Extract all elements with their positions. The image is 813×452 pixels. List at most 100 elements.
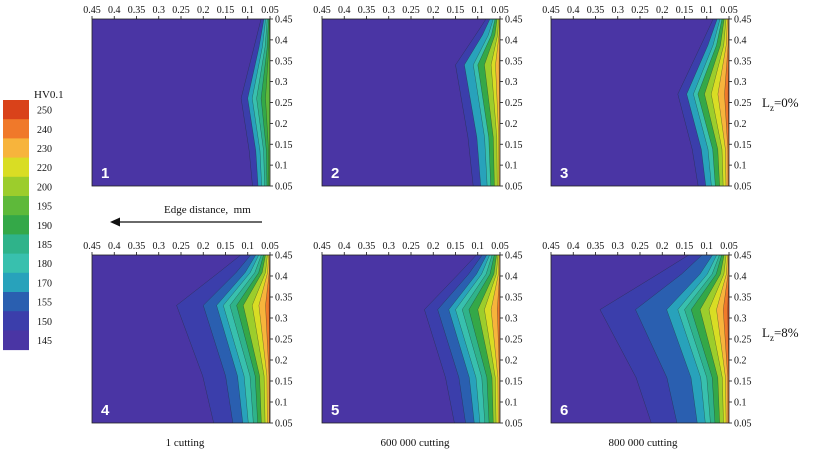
panel-5-x-tick-label-7: 0.1 xyxy=(472,241,485,252)
panel-5-contour-230 xyxy=(490,255,500,423)
panel-1-x-tick-label-3: 0.3 xyxy=(153,5,166,16)
panel-3-x-tick-label-1: 0.4 xyxy=(567,5,580,16)
panel-4-x-tick-label-8: 0.05 xyxy=(261,241,279,252)
panel-2-y-tick-label-2: 0.35 xyxy=(505,56,523,67)
panel-1-y-tick-label-2: 0.35 xyxy=(275,56,293,67)
panel-5-x-tick-label-0: 0.45 xyxy=(313,241,331,252)
panel-1-frame xyxy=(91,18,271,187)
legend-swatch-200 xyxy=(3,176,29,197)
panel-4-frame xyxy=(91,254,271,424)
panel-1-y-tick-label-8: 0.05 xyxy=(275,182,293,193)
panel-3-y-tick-label-8: 0.05 xyxy=(734,182,752,193)
panel-1-x-tick-label-6: 0.15 xyxy=(217,5,235,16)
panel-2-frame xyxy=(321,18,501,187)
panel-6-y-tick-label-4: 0.25 xyxy=(734,335,752,346)
row-label-lz0-sub: z xyxy=(770,103,774,113)
panel-2-y-tick-label-3: 0.3 xyxy=(505,77,518,88)
legend-label-170: 170 xyxy=(37,278,52,289)
panel-1-y-tick-label-5: 0.2 xyxy=(275,119,288,130)
panel-3-contour-230 xyxy=(717,19,729,186)
panel-2-x-tick-label-3: 0.3 xyxy=(383,5,396,16)
panel-4-y-tick-label-3: 0.3 xyxy=(275,314,288,325)
panel-5-y-tick-label-7: 0.1 xyxy=(505,398,518,409)
panel-4-y-tick-label-5: 0.2 xyxy=(275,356,288,367)
panel-6-y-tick-label-3: 0.3 xyxy=(734,314,747,325)
legend-swatch-170 xyxy=(3,272,29,293)
legend-label-185: 185 xyxy=(37,240,52,251)
panel-6-frame xyxy=(550,254,730,424)
panel-4-y-tick-label-6: 0.15 xyxy=(275,377,293,388)
legend-swatch-250 xyxy=(3,100,29,120)
panel-3-number: 3 xyxy=(560,165,568,182)
panel-6-contour-240 xyxy=(722,255,729,423)
legend-swatch-180 xyxy=(3,253,29,274)
panel-6-y-tick-label-2: 0.35 xyxy=(734,293,752,304)
panel-6-x-tick-label-7: 0.1 xyxy=(701,241,714,252)
panel-3: 0.45 0.4 0.35 0.3 0.25 0.2 0.15 0.1 0.050.450.40… xyxy=(542,5,751,193)
panel-5-y-tick-label-8: 0.05 xyxy=(505,419,523,430)
panel-1-y-tick-label-1: 0.4 xyxy=(275,35,288,46)
panel-1-x-tick-label-8: 0.05 xyxy=(261,5,279,16)
legend-swatch-185 xyxy=(3,234,29,255)
panel-2-y-tick-label-1: 0.4 xyxy=(505,35,518,46)
legend-label-155: 155 xyxy=(37,298,52,309)
column-label-2: 600 000 cutting xyxy=(380,437,450,449)
panel-2-y-tick-label-8: 0.05 xyxy=(505,182,523,193)
panel-4-x-tick-label-1: 0.4 xyxy=(108,241,121,252)
panel-2-x-tick-label-0: 0.45 xyxy=(313,5,331,16)
panel-6-number: 6 xyxy=(560,402,568,419)
panel-5: 0.45 0.4 0.35 0.3 0.25 0.2 0.15 0.1 0.050.450.40… xyxy=(313,241,522,430)
panel-2-x-tick-label-2: 0.35 xyxy=(358,5,376,16)
panel-2-x-tick-label-8: 0.05 xyxy=(491,5,509,16)
column-labels: 1 cutting 600 000 cutting 800 000 cuttin… xyxy=(166,437,678,449)
panel-3-contour-240 xyxy=(724,19,729,186)
panel-5-x-tick-label-2: 0.35 xyxy=(358,241,376,252)
panel-1-y-tick-label-3: 0.3 xyxy=(275,77,288,88)
panel-6-x-tick-label-0: 0.45 xyxy=(542,241,560,252)
panel-6-x-tick-label-6: 0.15 xyxy=(676,241,694,252)
panel-6-y-tick-label-5: 0.2 xyxy=(734,356,747,367)
legend-label-145: 145 xyxy=(37,336,52,347)
legend-swatch-145 xyxy=(3,330,29,351)
panel-5-y-tick-label-2: 0.35 xyxy=(505,293,523,304)
panel-3-y-tick-label-3: 0.3 xyxy=(734,77,747,88)
legend-swatch-240 xyxy=(3,119,29,139)
panel-1-x-tick-label-0: 0.45 xyxy=(83,5,101,16)
panel-4: 0.45 0.4 0.35 0.3 0.25 0.2 0.15 0.1 0.050.450.40… xyxy=(83,241,292,430)
legend-label-250: 250 xyxy=(37,106,52,117)
legend-label-240: 240 xyxy=(37,125,52,136)
arrow-label: Edge distance, mm xyxy=(164,204,251,216)
panel-1-contour-195 xyxy=(265,19,270,186)
row-label-lz8: Lz=8% xyxy=(762,325,799,343)
panel-3-frame xyxy=(550,18,730,187)
column-label-3: 800 000 cutting xyxy=(608,437,678,449)
panel-4-y-tick-label-2: 0.35 xyxy=(275,293,293,304)
legend-label-200: 200 xyxy=(37,182,52,193)
panel-6-x-tick-label-1: 0.4 xyxy=(567,241,580,252)
panel-1-x-tick-label-5: 0.2 xyxy=(197,5,210,16)
panel-6-y-tick-label-8: 0.05 xyxy=(734,419,752,430)
panel-6: 0.45 0.4 0.35 0.3 0.25 0.2 0.15 0.1 0.050.450.40… xyxy=(542,241,751,430)
panel-4-y-tick-label-4: 0.25 xyxy=(275,335,293,346)
row-label-lz0: Lz=0% xyxy=(762,95,799,113)
panel-2-y-tick-label-6: 0.15 xyxy=(505,140,523,151)
panel-6-y-tick-label-7: 0.1 xyxy=(734,398,747,409)
panel-1-x-tick-label-1: 0.4 xyxy=(108,5,121,16)
panel-2-x-tick-label-5: 0.2 xyxy=(427,5,440,16)
panel-2-contour-230 xyxy=(495,19,500,186)
panel-5-x-tick-label-6: 0.15 xyxy=(447,241,465,252)
legend-swatch-220 xyxy=(3,157,29,178)
panel-2-y-tick-label-7: 0.1 xyxy=(505,161,518,172)
row-label-lz0-value: =0% xyxy=(774,95,799,110)
panel-1-y-tick-label-7: 0.1 xyxy=(275,161,288,172)
panel-4-x-tick-label-7: 0.1 xyxy=(242,241,255,252)
legend-label-230: 230 xyxy=(37,144,52,155)
panel-1-x-tick-label-7: 0.1 xyxy=(242,5,255,16)
legend-title: HV0.1 xyxy=(34,89,64,101)
panel-3-x-tick-label-5: 0.2 xyxy=(656,5,669,16)
panel-5-y-tick-label-3: 0.3 xyxy=(505,314,518,325)
panel-1: 0.45 0.4 0.35 0.3 0.25 0.2 0.15 0.1 0.050.450.40… xyxy=(83,5,292,193)
legend-label-180: 180 xyxy=(37,259,52,270)
panel-3-y-tick-label-7: 0.1 xyxy=(734,161,747,172)
panel-1-number: 1 xyxy=(101,165,109,182)
